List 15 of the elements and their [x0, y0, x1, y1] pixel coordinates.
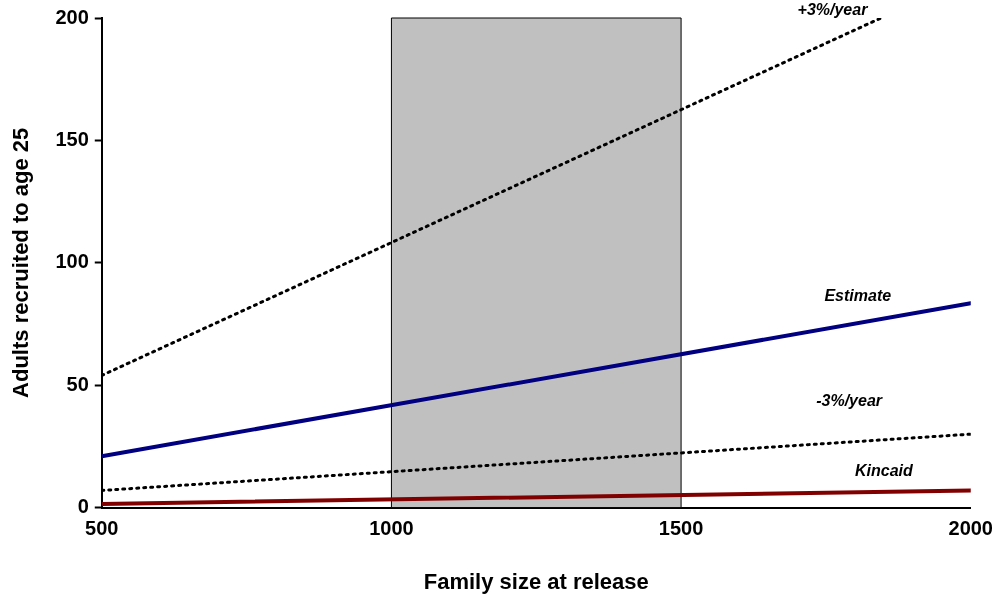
x-tick-label: 1000 [369, 517, 414, 540]
y-tick-label: 50 [66, 372, 89, 395]
x-axis-title: Family size at release [423, 568, 649, 594]
y-tick-label: 150 [55, 127, 89, 150]
x-tick-label: 1500 [658, 517, 704, 540]
series-label: Kincaid [854, 462, 914, 480]
x-tick-label: 2000 [948, 517, 993, 540]
y-tick-label: 0 [77, 495, 89, 518]
series-label: +3%/year [797, 1, 869, 19]
x-tick-label: 500 [85, 517, 119, 540]
y-axis-title: Adults recruited to age 25 [8, 127, 34, 398]
series-label: -3%/year [816, 392, 883, 410]
y-tick-label: 100 [55, 250, 89, 273]
y-tick-label: 200 [55, 5, 89, 28]
series-label: Estimate [824, 287, 892, 305]
